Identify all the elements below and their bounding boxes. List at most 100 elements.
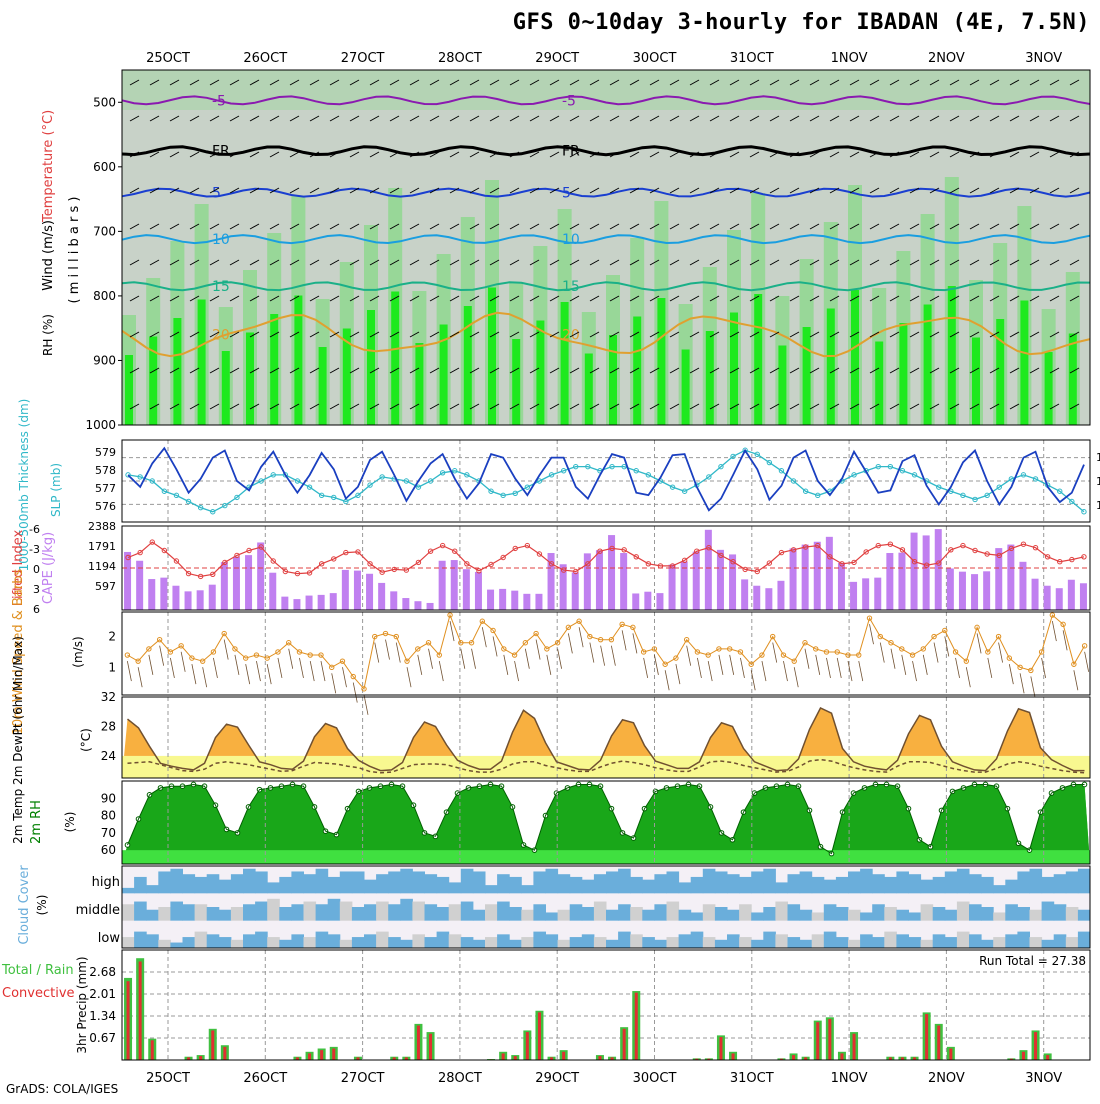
cloud-frame xyxy=(121,865,1091,949)
isotherm-label-10: 10 xyxy=(562,232,580,248)
cloud-low-bar xyxy=(521,937,534,948)
wind-barb xyxy=(529,295,540,302)
rh-band-bright xyxy=(851,290,859,425)
wind-barb xyxy=(349,331,360,338)
bottom-date-tick-2NOV: 2NOV xyxy=(928,1071,965,1086)
wind-barb xyxy=(329,115,340,122)
wind-barb xyxy=(269,331,280,338)
wind-barb xyxy=(189,331,200,338)
wind-barb xyxy=(549,223,560,230)
thickness-point xyxy=(1032,476,1039,482)
thickness-point xyxy=(524,484,531,490)
cloud-low-bar xyxy=(364,934,377,948)
cape-bar xyxy=(390,591,398,610)
thickness-point xyxy=(1069,498,1075,505)
cape-bar xyxy=(450,560,458,610)
wind-barb-10m xyxy=(944,636,950,657)
cloud-low-bar xyxy=(436,931,450,948)
wind-barb xyxy=(269,187,280,194)
cloud-middle-bar xyxy=(1029,909,1043,921)
wind-barb xyxy=(909,115,920,122)
cloud-low-bar xyxy=(944,937,958,948)
wind-barb xyxy=(229,115,240,122)
top-date-tick-29OCT: 29OCT xyxy=(535,51,579,66)
cloud-low-bar xyxy=(158,939,171,948)
wind-barb-10m xyxy=(546,654,552,675)
cloud-high-bar xyxy=(908,874,922,894)
cloud-high-bar xyxy=(388,871,401,894)
precip-convective-bar xyxy=(622,1028,626,1060)
wind-barb-10m xyxy=(621,630,627,651)
wind-barb xyxy=(449,295,460,302)
cloud-low-bar xyxy=(1077,931,1091,948)
wind-barb-10m xyxy=(858,660,864,682)
ylabel-temp2m: 2m Temp 2m DewPt (6hr Min/Max) xyxy=(11,636,25,844)
precip-convective-bar xyxy=(550,1057,554,1060)
wind-barb xyxy=(289,295,300,302)
cloud-label-high: high xyxy=(92,875,120,890)
wind-barb xyxy=(689,403,700,410)
wind-barb xyxy=(529,331,540,338)
wind-barb xyxy=(669,223,680,230)
rh-band-bright xyxy=(705,331,714,425)
wind-barb xyxy=(469,259,480,266)
cloud-middle-bar xyxy=(509,907,522,921)
cloud-high-bar xyxy=(714,871,728,894)
wind-barb xyxy=(1069,367,1080,374)
cloud-middle-bar xyxy=(533,904,546,921)
wind-barb xyxy=(1029,115,1040,122)
wind-barb-10m xyxy=(514,660,519,682)
cape-bar xyxy=(547,553,555,610)
wind-barb xyxy=(649,295,660,302)
wind-barb-10m xyxy=(761,660,767,682)
cloud-middle-bar xyxy=(1041,901,1055,921)
wind-barb xyxy=(229,295,240,302)
wind-barb xyxy=(549,259,560,266)
wind-barb xyxy=(629,151,640,158)
rh-band-bright xyxy=(125,355,133,425)
wind-point xyxy=(963,658,970,664)
bottom-date-tick-25OCT: 25OCT xyxy=(146,1071,190,1086)
wind-barb xyxy=(909,223,920,230)
cloud-low-bar xyxy=(848,939,861,948)
cape-bar xyxy=(341,569,349,610)
wind-point xyxy=(770,633,776,640)
wind-barb xyxy=(309,403,320,410)
wind-barb-10m xyxy=(718,654,724,675)
wind-barb xyxy=(1009,367,1020,374)
wind-point xyxy=(1038,649,1045,655)
wind-barb xyxy=(929,259,940,266)
wind-barb xyxy=(909,295,920,302)
cloud-middle-bar xyxy=(727,909,740,921)
wind-barb xyxy=(849,331,860,338)
wind-barb xyxy=(849,187,860,194)
cloud-middle-bar xyxy=(364,904,377,921)
wind-point xyxy=(232,646,238,652)
wind-barb xyxy=(209,367,220,374)
cloud-low-bar xyxy=(1053,934,1067,948)
isotherm-20 xyxy=(121,311,1091,358)
wind-point xyxy=(404,658,410,664)
wind-barb xyxy=(809,115,820,122)
wind-barb-10m xyxy=(266,664,272,685)
wind-barb xyxy=(889,115,900,122)
cloud-low-bar xyxy=(255,931,268,948)
cloud-middle-bar xyxy=(376,901,389,921)
wind-barb xyxy=(389,151,400,158)
wind-barb xyxy=(929,115,940,122)
wind-barb-10m xyxy=(772,642,778,663)
wind-barb-10m xyxy=(815,654,821,675)
wind-barb xyxy=(349,259,360,266)
wind-barb xyxy=(709,187,720,194)
cloud-middle-bar xyxy=(1065,907,1079,921)
wind-barb xyxy=(409,295,420,302)
cloud-high-bar xyxy=(279,876,292,894)
wind-barb xyxy=(189,259,200,266)
cloud-low-bar xyxy=(908,937,922,948)
wind-barb-10m xyxy=(245,664,251,685)
thickness-point xyxy=(222,502,228,509)
wind-barb xyxy=(1009,295,1020,302)
wind-barb xyxy=(369,187,380,194)
wind-barb xyxy=(1069,331,1080,338)
wind-barb xyxy=(149,259,160,266)
